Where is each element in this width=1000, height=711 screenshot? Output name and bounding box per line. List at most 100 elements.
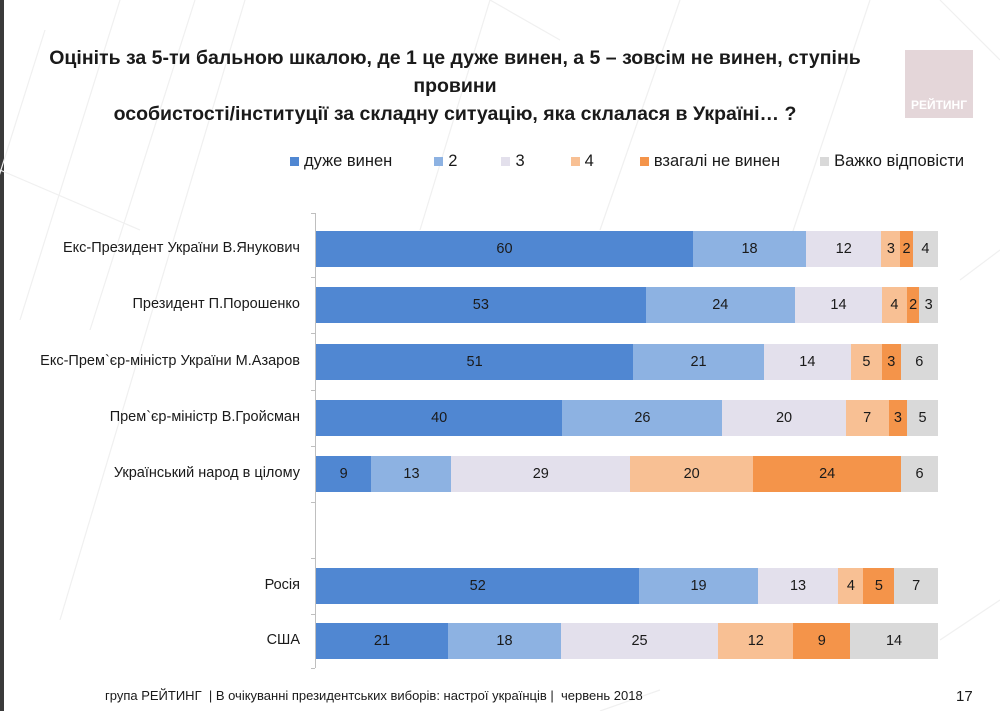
logo-text: РЕЙТИНГ <box>910 98 968 112</box>
category-label: Український народ в цілому <box>113 465 300 481</box>
data-label: 24 <box>712 297 729 313</box>
data-label: 2 <box>902 241 911 257</box>
bar-segment: 4 <box>882 287 907 323</box>
data-label: 29 <box>532 466 549 482</box>
data-label: 7 <box>912 578 921 594</box>
bar-segment: 19 <box>639 568 758 604</box>
bar-segment: 5 <box>863 568 895 604</box>
data-label: 13 <box>789 578 807 594</box>
footer-text: група РЕЙТИНГ | В очікуванні президентсь… <box>105 688 643 703</box>
legend-label: 2 <box>448 151 458 170</box>
bar-segment: 60 <box>316 231 693 267</box>
bar-segment: 13 <box>757 568 839 604</box>
data-label: 21 <box>690 354 707 370</box>
legend-label: Важко відповісти <box>834 151 965 170</box>
data-label: 18 <box>741 241 758 257</box>
page-number: 17 <box>956 688 973 705</box>
bar-segment: 24 <box>753 456 902 492</box>
data-label: 14 <box>830 297 847 313</box>
bar-segment: 3 <box>881 231 901 267</box>
data-label: 12 <box>835 241 852 257</box>
data-label: 20 <box>775 410 793 426</box>
bar-segment: 53 <box>316 287 646 323</box>
bar-segment: 9 <box>316 456 372 492</box>
bar-segment: 4 <box>838 568 864 604</box>
data-label: 53 <box>472 297 489 313</box>
bar-segment: 9 <box>793 623 851 659</box>
bar-segment: 24 <box>645 287 795 323</box>
bar-segment: 21 <box>633 344 764 380</box>
bar-segment: 12 <box>806 231 882 267</box>
axis-tick <box>311 390 315 391</box>
data-label: 3 <box>886 241 895 257</box>
data-label: 60 <box>496 241 513 257</box>
data-label: 18 <box>496 633 513 649</box>
slide-left-edge <box>0 0 4 711</box>
data-label: 13 <box>403 466 420 482</box>
data-label: 19 <box>690 578 707 594</box>
data-label: 4 <box>890 297 899 313</box>
legend-item: 2 <box>434 152 457 171</box>
data-label: 6 <box>915 466 924 482</box>
legend-swatch <box>501 156 511 166</box>
bar-segment: 51 <box>316 344 634 380</box>
axis-tick <box>311 333 315 334</box>
legend-label: 4 <box>584 151 594 170</box>
chart-legend: дуже винен 2 3 4 взагалі не винен Важко відпо… <box>290 150 964 172</box>
data-label: 24 <box>819 466 836 482</box>
category-label: Президент П.Порошенко <box>132 296 300 312</box>
axis-tick <box>311 213 315 214</box>
bar-segment: 2 <box>900 231 913 267</box>
data-label: 9 <box>339 466 348 482</box>
bar-segment: 7 <box>894 568 938 604</box>
legend-item: Важко відповісти <box>820 152 964 171</box>
bar-segment: 18 <box>447 623 562 659</box>
category-label: Екс-Президент України В.Янукович <box>63 240 300 256</box>
data-label: 26 <box>634 410 651 426</box>
bar-segment: 40 <box>316 400 563 436</box>
category-label: Росія <box>264 577 300 593</box>
data-label: 40 <box>431 410 448 426</box>
data-label: 5 <box>874 578 883 594</box>
bar-segment: 52 <box>316 568 640 604</box>
data-label: 20 <box>683 466 700 482</box>
axis-tick <box>311 446 315 447</box>
data-label: 2 <box>909 297 918 313</box>
bar-segment: 7 <box>845 400 889 436</box>
bar-segment: 25 <box>561 623 719 659</box>
bar-segment: 14 <box>763 344 851 380</box>
data-label: 14 <box>885 633 903 649</box>
bar-segment: 12 <box>718 623 794 659</box>
bar-segment: 6 <box>901 456 938 492</box>
axis-tick <box>311 502 315 503</box>
legend-swatch <box>570 156 580 166</box>
data-label: 4 <box>921 241 930 257</box>
bar-segment: 5 <box>907 400 938 436</box>
axis-tick <box>311 277 315 278</box>
bar-segment: 14 <box>794 287 883 323</box>
data-label: 9 <box>817 633 826 649</box>
data-label: 21 <box>373 633 391 649</box>
bar-segment: 3 <box>919 287 938 323</box>
data-label: 5 <box>862 354 871 370</box>
bar-segment: 13 <box>371 456 452 492</box>
legend-label: дуже винен <box>304 151 393 170</box>
legend-swatch <box>820 156 830 166</box>
legend-item: 4 <box>570 151 594 171</box>
bar-segment: 3 <box>888 400 908 436</box>
legend-swatch <box>434 156 444 166</box>
bar-segment: 18 <box>692 231 807 267</box>
data-label: 3 <box>893 410 902 426</box>
data-label: 52 <box>469 578 486 594</box>
legend-swatch <box>639 156 649 166</box>
legend-label: 3 <box>515 151 525 170</box>
bar-segment: 5 <box>850 344 882 380</box>
category-label: США <box>266 632 300 648</box>
data-label: 5 <box>918 410 927 426</box>
legend-item: 3 <box>501 151 525 171</box>
bar-segment: 21 <box>316 623 448 659</box>
bar-segment: 4 <box>912 231 938 267</box>
rating-logo: РЕЙТИНГ <box>905 50 973 118</box>
category-label: Прем`єр-міністр В.Гройсман <box>109 409 300 425</box>
data-label: 51 <box>466 354 483 370</box>
